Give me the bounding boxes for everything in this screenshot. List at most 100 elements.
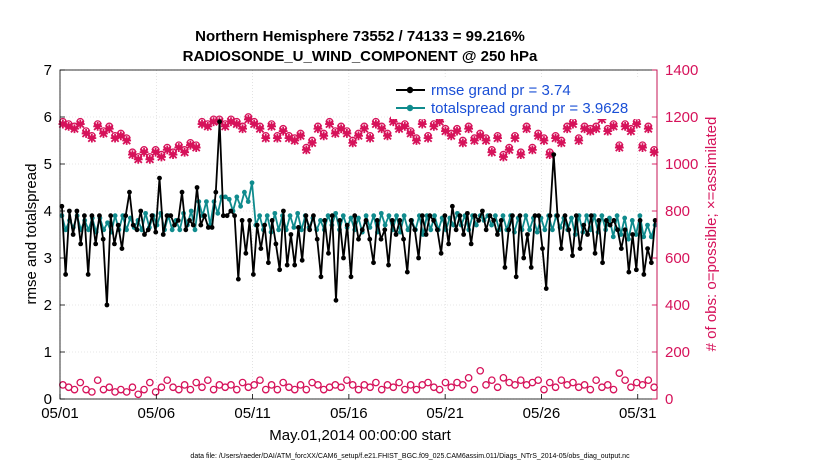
- point-rmse: [555, 213, 560, 219]
- obs-possible-marker: [238, 378, 247, 387]
- legend-marker-rmse: [406, 86, 414, 94]
- point-totalspread: [112, 213, 118, 219]
- point-totalspread: [223, 194, 228, 200]
- point-rmse: [220, 213, 226, 219]
- point-rmse: [615, 227, 620, 233]
- y-left-tick-label: 3: [44, 250, 52, 267]
- obs-possible-marker: [580, 381, 589, 389]
- point-rmse: [59, 203, 65, 209]
- obs-assimilated-marker: [539, 136, 549, 145]
- point-totalspread: [371, 213, 377, 219]
- obs-assimilated-marker: [249, 119, 259, 129]
- obs-possible-marker: [401, 385, 409, 394]
- point-rmse: [371, 260, 376, 266]
- obs-assimilated-marker: [104, 124, 114, 134]
- point-totalspread: [394, 213, 399, 219]
- obs-possible-marker: [163, 376, 172, 385]
- point-totalspread: [637, 213, 643, 219]
- obs-assimilated-marker: [568, 119, 578, 129]
- point-rmse: [66, 208, 72, 214]
- obs-assimilated-marker: [99, 129, 108, 138]
- point-totalspread: [432, 213, 437, 219]
- point-rmse: [374, 218, 380, 223]
- obs-possible-marker: [198, 383, 206, 392]
- y-left-tick-label: 7: [44, 62, 52, 79]
- point-totalspread: [215, 210, 221, 216]
- point-rmse: [183, 227, 189, 233]
- point-rmse: [412, 227, 418, 233]
- point-totalspread: [348, 215, 354, 221]
- obs-assimilated-marker: [626, 126, 636, 136]
- x-tick-label: 05/11: [234, 405, 270, 422]
- point-totalspread: [428, 227, 434, 233]
- obs-assimilated-marker: [388, 117, 398, 127]
- obs-assimilated-marker: [342, 129, 352, 138]
- point-totalspread: [542, 227, 548, 233]
- obs-assimilated-marker: [313, 124, 323, 134]
- obs-assimilated-marker: [301, 145, 311, 155]
- point-totalspread: [124, 227, 129, 233]
- point-rmse: [483, 227, 489, 233]
- point-rmse: [288, 232, 294, 237]
- point-rmse: [104, 302, 110, 308]
- point-totalspread: [188, 208, 194, 214]
- obs-possible-marker: [586, 385, 595, 394]
- obs-possible-marker: [302, 385, 311, 394]
- obs-possible-marker: [232, 385, 241, 394]
- obs-assimilated-marker: [527, 145, 537, 155]
- point-rmse: [596, 218, 602, 223]
- point-rmse: [585, 232, 590, 237]
- point-totalspread: [489, 222, 494, 228]
- obs-possible-marker: [366, 383, 374, 392]
- legend-label-rmse: rmse grand pr = 3.74: [431, 82, 571, 99]
- obs-possible-marker: [88, 388, 96, 396]
- obs-possible-marker: [389, 383, 398, 392]
- point-rmse: [168, 213, 174, 219]
- point-rmse: [333, 297, 339, 303]
- x-tick-label: 05/06: [138, 405, 176, 422]
- y-axis-left: 0 1 2 3 4 5 6 7: [44, 62, 65, 408]
- obs-possible-marker: [551, 383, 560, 392]
- obs-assimilated-marker: [487, 147, 497, 157]
- obs-assimilated-marker: [435, 117, 445, 127]
- obs-possible-marker: [180, 381, 189, 389]
- obs-assimilated-marker: [574, 136, 584, 145]
- point-rmse: [397, 218, 403, 223]
- point-rmse: [648, 260, 654, 266]
- obs-assimilated-marker: [151, 147, 161, 157]
- point-rmse: [536, 213, 542, 219]
- point-rmse: [250, 272, 256, 277]
- point-rmse: [573, 213, 579, 219]
- y-left-tick-label: 0: [44, 391, 52, 408]
- obs-assimilated-marker: [93, 122, 103, 131]
- point-totalspread: [382, 222, 388, 228]
- point-rmse: [235, 276, 241, 282]
- point-rmse: [142, 232, 147, 237]
- obs-assimilated-marker: [620, 122, 630, 131]
- y-left-tick-label: 2: [44, 297, 52, 314]
- obs-possible-marker: [93, 376, 102, 385]
- obs-assimilated-marker: [638, 143, 647, 152]
- point-rmse: [262, 222, 268, 228]
- obs-assimilated-marker: [545, 150, 555, 159]
- obs-assimilated-marker: [87, 133, 97, 143]
- point-rmse: [153, 229, 159, 235]
- obs-assimilated-marker: [267, 122, 276, 131]
- point-rmse: [127, 189, 132, 195]
- point-rmse: [172, 222, 177, 228]
- y-right-tick-label: 800: [665, 203, 690, 220]
- point-rmse: [431, 218, 436, 223]
- obs-assimilated-marker: [186, 140, 195, 150]
- point-rmse: [543, 286, 549, 291]
- point-rmse: [247, 218, 253, 223]
- obs-assimilated-marker: [162, 145, 172, 155]
- obs-possible-marker: [377, 385, 386, 394]
- point-rmse: [551, 152, 557, 158]
- point-rmse: [149, 213, 155, 219]
- point-rmse: [641, 272, 647, 277]
- point-rmse: [382, 227, 388, 233]
- obs-possible-marker: [638, 381, 647, 389]
- point-rmse: [453, 227, 459, 233]
- obs-possible-marker: [372, 378, 380, 387]
- point-rmse: [521, 255, 527, 261]
